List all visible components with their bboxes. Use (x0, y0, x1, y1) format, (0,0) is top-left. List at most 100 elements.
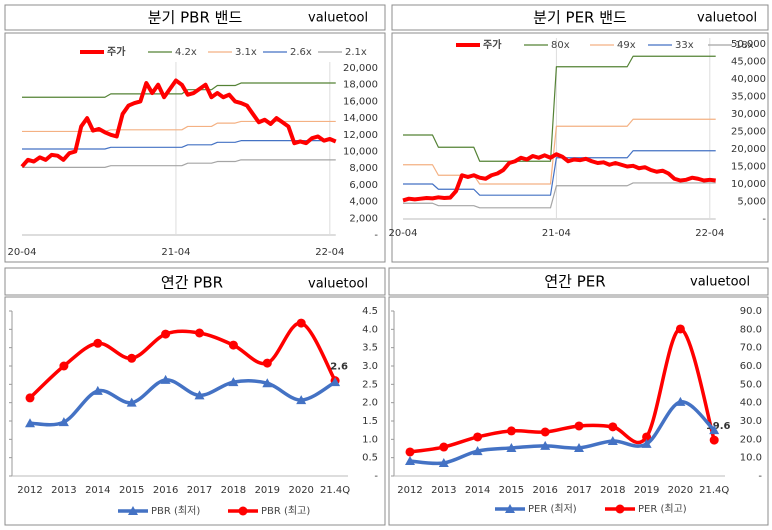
x-tick-label: 2013 (51, 485, 76, 496)
chart-title: 연간 PER (544, 273, 605, 291)
marker (330, 377, 341, 387)
x-tick-label: 2012 (397, 485, 422, 496)
y-tick-label: 90.0 (740, 306, 762, 317)
chart-box (388, 296, 769, 526)
y-tick-label: 50.0 (740, 379, 762, 390)
legend-label: 18x (735, 40, 754, 51)
y-tick-label: 0.5 (362, 453, 378, 464)
marker (405, 447, 415, 457)
y-tick-label: 1.5 (362, 416, 378, 427)
x-tick-label: 2020 (668, 485, 693, 496)
y-tick-label: - (374, 230, 378, 241)
y-tick-label: - (758, 471, 762, 482)
y-tick-label: 60.0 (740, 361, 762, 372)
x-tick-label: 2016 (532, 485, 557, 496)
marker (439, 442, 449, 452)
series-line (403, 182, 716, 209)
legend-label: 33x (675, 40, 694, 51)
marker (238, 506, 248, 516)
y-tick-label: 4.0 (362, 324, 378, 335)
marker (296, 395, 307, 405)
legend-label: 49x (617, 40, 636, 51)
marker (505, 504, 515, 513)
marker (58, 417, 69, 427)
y-tick-label: 15,000 (731, 162, 766, 173)
marker (642, 432, 652, 442)
chart-box (4, 32, 386, 263)
marker (641, 438, 652, 448)
marker (160, 374, 171, 384)
y-tick-label: - (762, 214, 766, 225)
data-label: 19.6 (706, 421, 731, 432)
x-tick-label: 2015 (119, 485, 144, 496)
marker (161, 329, 171, 339)
x-tick-label: 2020 (288, 485, 313, 496)
y-tick-label: 18,000 (343, 80, 378, 91)
x-tick-label: 20-04 (388, 228, 417, 239)
legend-label: 80x (551, 40, 570, 51)
x-tick-label: 22-04 (695, 228, 724, 239)
x-tick-label: 2016 (153, 485, 178, 496)
marker (126, 397, 137, 407)
y-tick-label: 35,000 (731, 92, 766, 103)
marker (438, 457, 449, 467)
y-tick-label: 4.5 (362, 306, 378, 317)
marker (195, 328, 204, 338)
marker (506, 426, 516, 436)
marker (25, 393, 35, 403)
marker (472, 446, 483, 456)
y-tick-label: 70.0 (740, 343, 762, 354)
legend-label: PER (최저) (528, 503, 577, 515)
y-tick-label: 30.0 (740, 416, 762, 427)
x-tick-label: 2017 (187, 485, 212, 496)
legend-label: 2.6x (290, 47, 312, 58)
y-tick-label: 6,000 (349, 180, 378, 191)
y-tick-label: 40,000 (731, 74, 766, 85)
y-tick-label: 25,000 (731, 127, 766, 138)
marker (194, 390, 205, 400)
y-tick-label: 3.5 (362, 343, 378, 354)
marker (709, 425, 720, 435)
y-tick-label: 10,000 (343, 147, 378, 158)
legend-label: 2.1x (345, 47, 367, 58)
y-tick-label: 4,000 (349, 197, 378, 208)
marker (709, 435, 719, 445)
x-tick-label: 21-04 (161, 247, 190, 258)
series-line (20, 78, 337, 168)
series-line (28, 321, 337, 400)
marker (59, 361, 69, 371)
legend-label: PBR (최고) (261, 505, 310, 517)
y-tick-label: 10,000 (731, 179, 766, 190)
x-tick-label: 2012 (17, 485, 42, 496)
y-tick-label: 40.0 (740, 398, 762, 409)
data-label: 2.6 (330, 362, 348, 373)
y-tick-label: 20.0 (740, 434, 762, 445)
legend-label: PER (최고) (638, 503, 687, 515)
marker (228, 377, 239, 387)
legend-label: 주가 (483, 38, 502, 51)
x-tick-label: 2014 (85, 485, 110, 496)
marker (25, 418, 35, 428)
y-tick-label: 20,000 (343, 63, 378, 74)
x-tick-label: 2015 (499, 485, 524, 496)
y-tick-label: 50,000 (731, 39, 766, 50)
series-line (409, 400, 716, 466)
marker (228, 340, 238, 350)
legend-label: 3.1x (235, 47, 257, 58)
marker (574, 442, 584, 452)
legend-label: 주가 (107, 45, 126, 58)
chart-title: 분기 PER 밴드 (533, 9, 627, 27)
header-box (391, 4, 769, 31)
marker (607, 435, 618, 445)
x-tick-label: 22-04 (315, 247, 344, 258)
brand: valuetool (697, 11, 757, 26)
y-tick-label: 10.0 (740, 453, 762, 464)
brand: valuetool (690, 275, 750, 290)
brand: valuetool (308, 11, 368, 26)
x-tick-label: 2019 (255, 485, 280, 496)
header-box (4, 4, 386, 31)
y-tick-label: 1.0 (362, 434, 378, 445)
legend-label: PBR (최저) (151, 505, 200, 517)
y-tick-label: 16,000 (343, 96, 378, 107)
